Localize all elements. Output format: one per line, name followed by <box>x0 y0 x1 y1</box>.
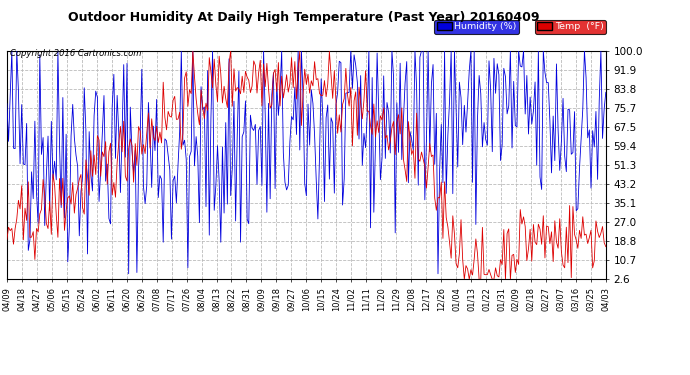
Text: Outdoor Humidity At Daily High Temperature (Past Year) 20160409: Outdoor Humidity At Daily High Temperatu… <box>68 11 540 24</box>
Legend: Temp  (°F): Temp (°F) <box>535 20 606 33</box>
Text: Copyright 2016 Cartronics.com: Copyright 2016 Cartronics.com <box>10 49 141 58</box>
